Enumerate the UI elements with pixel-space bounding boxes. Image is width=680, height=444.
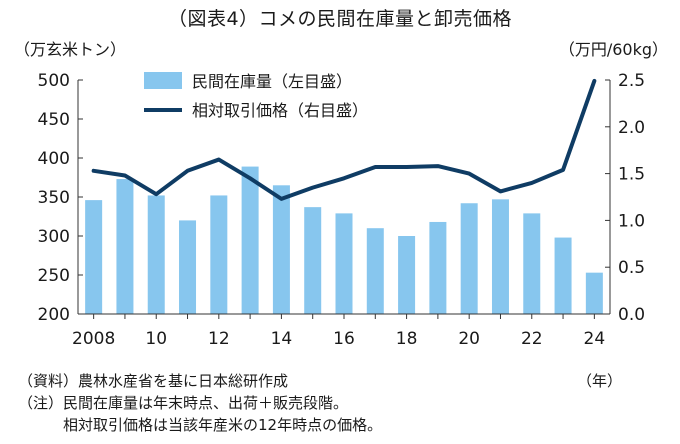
bar-stock-2023	[554, 237, 572, 314]
left-tick-label-450: 450	[38, 110, 70, 130]
x-tick-label-2008: 2008	[72, 329, 115, 349]
right-tick-label-0.5: 0.5	[618, 258, 645, 278]
chart-title: （図表4）コメの民間在庫量と卸売価格	[167, 8, 513, 30]
bar-stock-2013	[241, 166, 259, 314]
note-source: （資料）農林水産省を基に日本総研作成	[18, 372, 289, 390]
x-tick-label-2014: 14	[271, 329, 293, 349]
left-tick-label-400: 400	[38, 149, 70, 169]
bar-stock-2024	[585, 272, 603, 314]
right-tick-label-2.5: 2.5	[618, 71, 645, 91]
bar-stock-2018	[398, 236, 416, 314]
x-tick-label-2018: 18	[396, 329, 418, 349]
bar-stock-2009	[116, 179, 134, 314]
bar-stock-2014	[272, 185, 290, 314]
left-tick-label-500: 500	[38, 71, 70, 91]
legend-label-line: 相対取引価格（右目盛）	[192, 101, 368, 120]
source-notes: （資料）農林水産省を基に日本総研作成 （注）民間在庫量は年末時点、出荷＋販売段階…	[18, 370, 382, 436]
bar-stock-2010	[147, 195, 165, 314]
bar-stock-2022	[523, 213, 541, 314]
x-tick-label-2020: 20	[458, 329, 480, 349]
right-tick-label-1.0: 1.0	[618, 211, 645, 231]
x-axis-unit: （年）	[577, 372, 623, 390]
left-tick-label-250: 250	[38, 266, 70, 286]
bar-stock-2019	[429, 221, 447, 314]
right-tick-label-0.0: 0.0	[618, 305, 645, 325]
x-tick-label-2022: 22	[521, 329, 543, 349]
x-tick-label-2010: 10	[145, 329, 167, 349]
x-tick-label-2016: 16	[333, 329, 355, 349]
left-tick-label-300: 300	[38, 227, 70, 247]
legend-swatch-bar	[144, 72, 182, 89]
note-price: 相対取引価格は当該年産米の12年時点の価格。	[18, 416, 383, 434]
note-stock: （注）民間在庫量は年末時点、出荷＋販売段階。	[18, 394, 349, 412]
x-tick-label-2012: 12	[208, 329, 230, 349]
bar-stock-2017	[366, 228, 384, 314]
right-tick-label-1.5: 1.5	[618, 165, 645, 185]
left-axis-unit: （万玄米トン）	[14, 40, 127, 59]
bar-stock-2015	[304, 207, 322, 314]
line-price	[91, 78, 597, 201]
bar-stock-2016	[335, 213, 353, 314]
x-tick-label-2024: 24	[584, 329, 606, 349]
left-tick-label-200: 200	[38, 305, 70, 325]
bar-stock-2011	[179, 220, 197, 314]
bar-stock-2008	[85, 200, 103, 314]
right-tick-label-2.0: 2.0	[618, 118, 645, 138]
left-tick-label-350: 350	[38, 188, 70, 208]
bar-stock-2020	[460, 203, 478, 314]
bar-stock-2021	[491, 199, 509, 314]
legend-label-bar: 民間在庫量（左目盛）	[192, 72, 352, 91]
right-axis-unit: （万円/60kg）	[558, 40, 668, 59]
bar-stock-2012	[210, 195, 228, 314]
